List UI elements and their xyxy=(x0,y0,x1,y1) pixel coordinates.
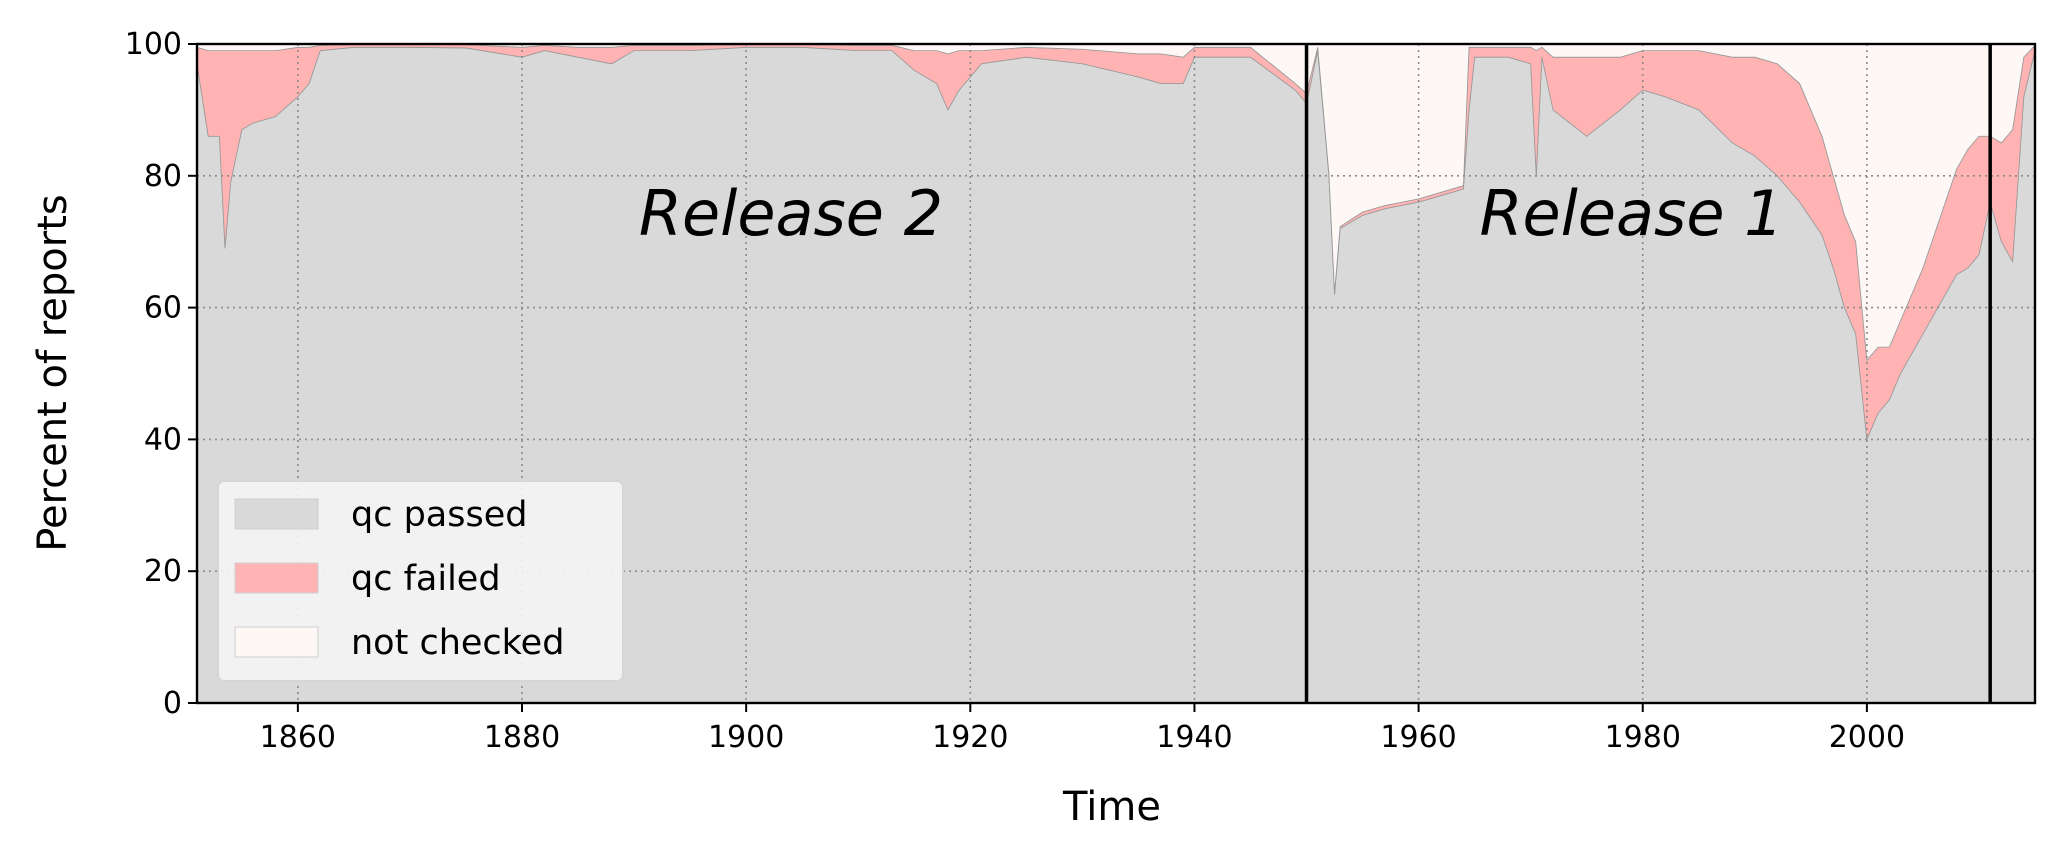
y-tick-label: 40 xyxy=(144,422,182,457)
release-annotation: Release 1 xyxy=(1479,177,1783,250)
y-axis-title: Percent of reports xyxy=(30,194,76,552)
legend-label: qc passed xyxy=(351,495,527,535)
legend-swatch xyxy=(234,498,319,530)
x-tick-label: 1980 xyxy=(1605,720,1681,755)
legend-box xyxy=(217,480,624,682)
y-tick-label: 100 xyxy=(125,27,182,62)
x-tick-label: 1920 xyxy=(932,720,1008,755)
x-tick-label: 2000 xyxy=(1829,720,1905,755)
plot-frame xyxy=(195,42,2037,705)
release-annotation: Release 2 xyxy=(639,177,943,250)
x-axis-ticks: 1860 1880 1900 1920 1940 1960 1980 2000 xyxy=(260,703,1905,755)
y-tick-label: 80 xyxy=(144,159,182,194)
legend: qc passed qc failed not checked xyxy=(217,480,624,682)
x-axis-title: Time xyxy=(1062,784,1161,830)
x-tick-label: 1960 xyxy=(1380,720,1456,755)
x-tick-label: 1940 xyxy=(1156,720,1232,755)
x-tick-label: 1860 xyxy=(260,720,336,755)
grid-lines xyxy=(197,44,2035,703)
x-tick-label: 1900 xyxy=(708,720,784,755)
y-tick-label: 0 xyxy=(163,686,182,721)
y-axis-ticks: 0 20 40 60 80 100 xyxy=(125,27,197,721)
legend-label: qc failed xyxy=(351,559,501,599)
release-annotations: Release 2 Release 1 xyxy=(639,177,1784,250)
legend-swatch xyxy=(234,562,319,594)
y-tick-label: 60 xyxy=(144,291,182,326)
release-dividers xyxy=(1304,44,1992,703)
legend-label: not checked xyxy=(351,623,564,663)
x-tick-label: 1880 xyxy=(484,720,560,755)
y-tick-label: 20 xyxy=(144,554,182,589)
legend-swatch xyxy=(234,626,319,658)
